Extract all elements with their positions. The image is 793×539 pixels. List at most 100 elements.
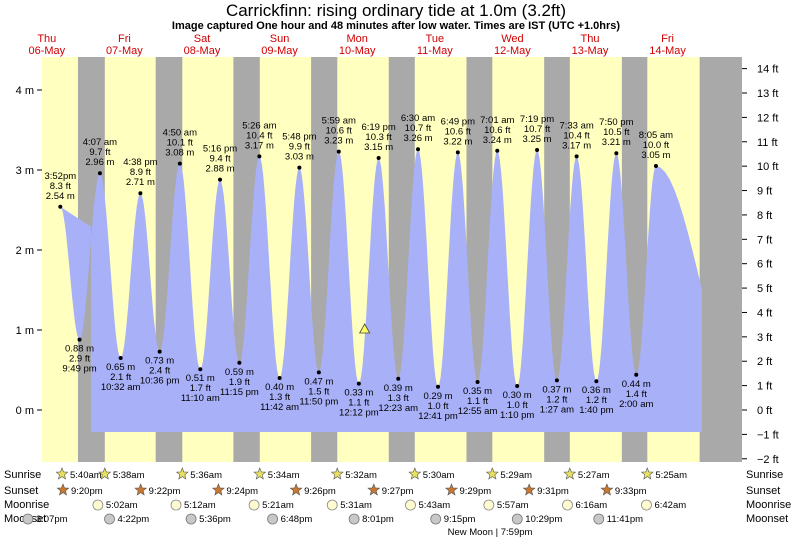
tide-label: 3:52pm <box>44 171 76 182</box>
tide-point <box>356 381 361 386</box>
right-tick-label: 6 ft <box>757 259 772 271</box>
tide-label: 3.22 m <box>443 136 472 147</box>
axes: 4 m 3 m 2 m 1 m 0 m 14 ft 13 ft 12 ft 11 ft 10 ft… <box>16 64 779 466</box>
tide-label: 2.4 ft <box>149 366 170 377</box>
sunset-icon <box>445 483 458 496</box>
moonrise-label: Moonrise <box>4 499 49 511</box>
moonrise-time: 6:16am <box>575 500 607 511</box>
day-name: Tue <box>426 33 445 45</box>
tide-label: 5:16 pm <box>203 144 237 155</box>
day-name: Sun <box>270 33 290 45</box>
tide-label: 3.17 m <box>562 140 591 151</box>
tide-label: 3.08 m <box>165 148 194 159</box>
tide-point <box>237 360 242 365</box>
moonset-time: 5:36pm <box>199 514 231 525</box>
tide-label: 3.15 m <box>364 142 393 153</box>
tide-label: 0.65 m <box>106 362 135 373</box>
tide-label: 6:30 am <box>401 113 435 124</box>
sunrise-time: 5:36am <box>190 470 222 481</box>
tide-point <box>535 148 540 152</box>
sunset-time: 9:33pm <box>615 486 647 497</box>
day-name: Sat <box>194 33 211 45</box>
tide-label: 5:59 am <box>322 116 356 127</box>
tide-label: 1.9 ft <box>229 377 250 388</box>
left-tick-label: 1 m <box>16 325 34 337</box>
tide-label: 0.47 m <box>304 376 333 387</box>
tide-label: 1.0 ft <box>427 401 448 412</box>
moonset-time: 4:22pm <box>118 514 150 525</box>
sunrise-time: 5:25am <box>655 470 687 481</box>
sunrise-time: 5:29am <box>500 470 532 481</box>
tide-point <box>653 164 658 168</box>
moonrise-icon <box>562 499 573 511</box>
day-name: Thu <box>581 33 600 45</box>
sunset-time: 9:22pm <box>149 486 181 497</box>
tide-label: 2:00 am <box>619 399 653 410</box>
moonrise-time: 5:57am <box>497 500 529 511</box>
tide-label: 10.6 ft <box>326 126 353 137</box>
tide-point <box>316 370 321 375</box>
sunrise-icon <box>408 467 422 480</box>
tide-label: 1:10 pm <box>500 410 534 421</box>
right-tick-label: 5 ft <box>757 283 772 295</box>
tide-point <box>416 147 421 152</box>
tide-label: 7:19 pm <box>520 114 554 125</box>
tide-label: 2.88 m <box>206 164 235 175</box>
moonrise-icon <box>641 499 652 511</box>
moonset-icon <box>267 513 278 525</box>
tide-point <box>336 149 341 154</box>
moonrise-icon <box>326 499 338 511</box>
day-name: Thu <box>37 33 56 45</box>
tide-point <box>376 156 381 160</box>
day-date: 09-May <box>261 45 298 57</box>
day-headers: Thu06-MayFri07-MaySat08-MaySun09-MayMon1… <box>28 33 686 57</box>
tide-label: 3.21 m <box>602 137 631 148</box>
tide-label: 2.9 ft <box>69 354 90 365</box>
tide-label: 12:41 pm <box>418 411 458 422</box>
right-tick-label: 0 ft <box>757 405 772 417</box>
day-date: 06-May <box>28 45 65 57</box>
moonrise-icon <box>405 499 416 511</box>
tide-label: 3.26 m <box>403 133 432 144</box>
moonset-time: 3:07pm <box>36 514 68 525</box>
tide-label: 6:49 pm <box>441 116 475 127</box>
day-name: Fri <box>118 33 131 45</box>
moonset-icon <box>185 513 197 525</box>
moonset-time: 10:29pm <box>525 514 562 525</box>
tide-label: 9.7 ft <box>89 147 110 158</box>
moonrise-icon <box>483 499 495 511</box>
tide-label: 9:49 pm <box>62 364 96 375</box>
tide-label: 1.4 ft <box>626 389 647 400</box>
moonrise-time: 5:12am <box>184 500 216 511</box>
tide-label: 12:23 am <box>378 403 418 414</box>
day-date: 12-May <box>494 45 531 57</box>
day-date: 07-May <box>106 45 143 57</box>
sunset-time: 9:29pm <box>459 486 491 497</box>
day-date: 10-May <box>339 45 376 57</box>
sunrise-icon <box>98 467 112 480</box>
sunrise-icon <box>485 467 499 480</box>
tide-label: 9.9 ft <box>289 142 310 153</box>
tide-label: 10:32 am <box>101 382 141 393</box>
sunrise-time: 5:34am <box>268 470 300 481</box>
day-date: 11-May <box>417 45 453 57</box>
tide-label: 1.7 ft <box>190 383 211 394</box>
moonset-icon <box>430 513 442 525</box>
tide-label: 0.39 m <box>384 383 413 394</box>
tide-label: 12:55 am <box>458 406 498 417</box>
tide-point <box>614 151 619 156</box>
tide-label: 0.30 m <box>503 390 532 401</box>
tide-label: 5:48 pm <box>282 132 316 143</box>
tide-label: 3.17 m <box>245 140 274 151</box>
day-name: Mon <box>346 33 367 45</box>
left-tick-label: 4 m <box>16 85 34 97</box>
sunset-label-right: Sunset <box>746 485 780 497</box>
tide-label: 8.9 ft <box>130 167 151 178</box>
tide-label: 2.1 ft <box>110 372 131 383</box>
tide-point <box>177 161 182 166</box>
tide-label: 9.4 ft <box>209 154 230 165</box>
moonset-icon <box>593 513 605 525</box>
tide-label: 11:10 am <box>181 393 220 404</box>
right-tick-label: 9 ft <box>757 186 772 198</box>
right-tick-label: 12 ft <box>757 112 778 124</box>
